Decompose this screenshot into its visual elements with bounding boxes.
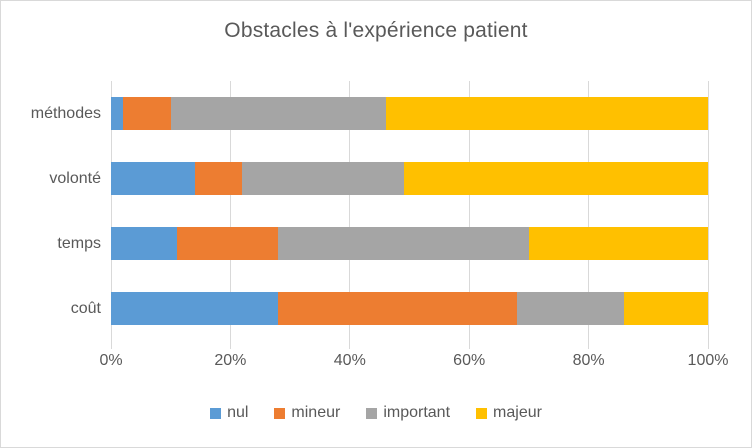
legend-swatch-important (366, 407, 378, 419)
bar-segment-mineur (278, 292, 517, 325)
category-label-volonté: volonté (49, 169, 101, 187)
chart-title: Obstacles à l'expérience patient (224, 19, 528, 42)
bar-row-volonté (111, 146, 708, 211)
legend-item-nul: nul (210, 404, 248, 422)
category-label-temps: temps (57, 234, 101, 252)
legend-label-mineur: mineur (291, 404, 341, 421)
axis-tick (588, 341, 590, 349)
bar-segment-nul (111, 292, 279, 325)
legend-swatch-mineur (274, 407, 286, 419)
category-label-coût: coût (70, 299, 101, 317)
legend-item-majeur: majeur (476, 404, 542, 422)
plot-area (110, 81, 709, 349)
x-axis-label-60: 60% (453, 352, 486, 369)
category-axis: méthodes volonté temps coût (1, 81, 101, 341)
legend-swatch-nul (210, 407, 222, 419)
x-axis-label-20: 20% (214, 352, 247, 369)
bar-row-temps (111, 211, 708, 276)
value-axis: 0% 20% 40% 60% 80% 100% (99, 352, 728, 372)
bar-segment-nul (111, 162, 195, 195)
bar-row-coût (111, 276, 708, 341)
legend-item-important: important (366, 404, 450, 422)
x-axis-label-0: 0% (99, 352, 123, 369)
bar-segment-majeur (528, 227, 708, 260)
gridline (588, 81, 590, 341)
gridline (707, 81, 709, 341)
legend-label-important: important (383, 404, 451, 421)
bar-segment-majeur (624, 292, 708, 325)
bar-segment-important (170, 97, 386, 130)
bar-segment-nul (111, 227, 177, 260)
x-axis-label-40: 40% (333, 352, 366, 369)
legend-item-mineur: mineur (274, 404, 340, 422)
axis-tick (707, 341, 709, 349)
axis-tick (110, 341, 112, 349)
x-axis-label-80: 80% (572, 352, 605, 369)
gridline (468, 81, 470, 341)
gridline (229, 81, 231, 341)
axis-tick (229, 341, 231, 349)
bar-segment-important (278, 227, 529, 260)
axis-tick (349, 341, 351, 349)
legend-label-nul: nul (227, 404, 249, 421)
bar-segment-mineur (176, 227, 279, 260)
legend-label-majeur: majeur (493, 404, 542, 421)
legend: nul mineur important majeur (1, 404, 751, 422)
gridline (110, 81, 112, 341)
bar-segment-majeur (385, 97, 708, 130)
bar-segment-mineur (194, 162, 243, 195)
bar-segment-important (516, 292, 625, 325)
x-axis-label-100: 100% (687, 352, 729, 369)
bar-segment-mineur (122, 97, 171, 130)
bar-segment-important (242, 162, 404, 195)
bar-stack (111, 227, 708, 260)
gridline (349, 81, 351, 341)
legend-swatch-majeur (476, 407, 488, 419)
bar-segment-majeur (403, 162, 708, 195)
axis-tick (468, 341, 470, 349)
category-label-méthodes: méthodes (30, 104, 101, 122)
bar-stack (111, 292, 708, 325)
bar-segment-nul (111, 97, 123, 130)
bar-row-méthodes (111, 81, 708, 146)
bar-stack (111, 97, 708, 130)
bar-stack (111, 162, 708, 195)
